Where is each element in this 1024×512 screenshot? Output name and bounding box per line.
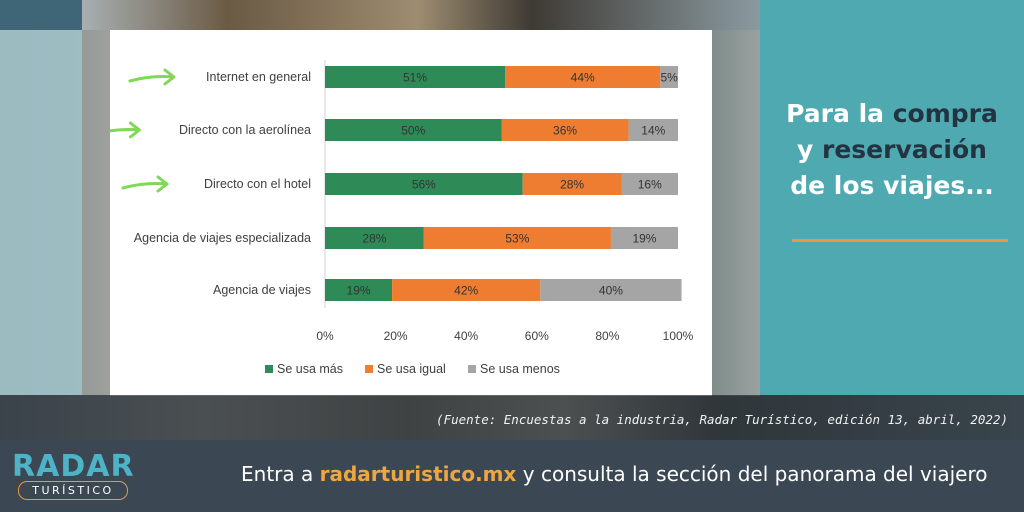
x-tick-label: 80% bbox=[595, 329, 619, 343]
category-label-directo-con-la-aerolinea: Directo con la aerolínea bbox=[179, 123, 311, 137]
headline-line1-a: Para la bbox=[786, 99, 893, 128]
bar-se-usa-mas-directo-con-la-aerolinea bbox=[325, 119, 502, 141]
cta-site-link[interactable]: radarturistico.mx bbox=[319, 462, 517, 486]
legend-swatch-se-usa-menos bbox=[468, 365, 476, 373]
data-label-se-usa-menos-agencia-de-viajes: 40% bbox=[599, 284, 623, 298]
data-label-se-usa-menos-directo-con-el-hotel: 16% bbox=[638, 178, 662, 192]
headline-line2-a: y bbox=[797, 135, 822, 164]
footer-bar bbox=[0, 440, 1024, 512]
highlight-arrow-icon bbox=[93, 121, 141, 139]
bar-se-usa-igual-internet-en-general bbox=[505, 66, 661, 88]
data-label-se-usa-menos-internet-en-general: 5% bbox=[661, 71, 679, 85]
category-label-agencia-de-viajes: Agencia de viajes bbox=[213, 283, 311, 297]
legend-swatch-se-usa-mas bbox=[265, 365, 273, 373]
bar-se-usa-igual-directo-con-la-aerolinea bbox=[501, 119, 629, 141]
background-top-strip bbox=[0, 0, 760, 30]
bar-se-usa-mas-agencia-de-viajes bbox=[325, 279, 393, 301]
highlight-arrow-icon bbox=[121, 175, 169, 193]
category-label-internet-en-general: Internet en general bbox=[206, 70, 311, 84]
category-label-directo-con-el-hotel: Directo con el hotel bbox=[204, 177, 311, 191]
bar-se-usa-menos-internet-en-general bbox=[660, 66, 678, 88]
bar-se-usa-igual-agencia-de-viajes-especializada bbox=[423, 227, 611, 249]
data-label-se-usa-igual-internet-en-general: 44% bbox=[571, 71, 595, 85]
stacked-bar-chart: Internet en general 51% 44% 5% Directo con l… bbox=[93, 60, 694, 376]
x-tick-label: 20% bbox=[384, 329, 408, 343]
left-band bbox=[0, 30, 82, 395]
bar-se-usa-menos-directo-con-la-aerolinea bbox=[628, 119, 678, 141]
legend-swatch-se-usa-igual bbox=[365, 365, 373, 373]
headline-divider bbox=[792, 239, 1008, 242]
x-tick-label: 60% bbox=[525, 329, 549, 343]
headline-line1-b: compra bbox=[892, 99, 998, 128]
source-note: (Fuente: Encuestas a la industria, Radar… bbox=[436, 412, 1008, 427]
cta-prefix: Entra a bbox=[241, 462, 320, 486]
footer-call-to-action: Entra a radarturistico.mx y consulta la … bbox=[241, 462, 988, 486]
bar-se-usa-igual-agencia-de-viajes bbox=[392, 279, 541, 301]
legend-label-se-usa-igual: Se usa igual bbox=[377, 362, 446, 376]
chart-panel: Internet en general 51% 44% 5% Directo con l… bbox=[93, 30, 712, 396]
data-label-se-usa-menos-agencia-de-viajes-especializada: 19% bbox=[632, 232, 656, 246]
data-label-se-usa-mas-directo-con-la-aerolinea: 50% bbox=[401, 124, 425, 138]
legend-label-se-usa-menos: Se usa menos bbox=[480, 362, 560, 376]
x-tick-label: 40% bbox=[454, 329, 478, 343]
logo-turistico[interactable]: TURÍSTICO bbox=[18, 481, 128, 500]
headline: Para la compra y reservación de los viaj… bbox=[760, 96, 1024, 204]
left-band-top bbox=[0, 0, 82, 30]
panel-shadow bbox=[712, 30, 760, 396]
bar-se-usa-menos-agencia-de-viajes bbox=[540, 279, 682, 301]
data-label-se-usa-mas-agencia-de-viajes: 19% bbox=[347, 284, 371, 298]
data-label-se-usa-igual-directo-con-el-hotel: 28% bbox=[560, 178, 584, 192]
legend-label-se-usa-mas: Se usa más bbox=[277, 362, 343, 376]
data-label-se-usa-igual-agencia-de-viajes-especializada: 53% bbox=[505, 232, 529, 246]
source-strip bbox=[0, 395, 1024, 440]
data-label-se-usa-menos-directo-con-la-aerolinea: 14% bbox=[641, 124, 665, 138]
bar-se-usa-mas-internet-en-general bbox=[325, 66, 506, 88]
headline-line3: de los viajes... bbox=[790, 171, 994, 200]
x-tick-label: 100% bbox=[663, 329, 694, 343]
headline-panel bbox=[760, 0, 1024, 395]
bar-se-usa-mas-directo-con-el-hotel bbox=[325, 173, 523, 195]
cta-suffix: y consulta la sección del panorama del v… bbox=[516, 462, 988, 486]
data-label-se-usa-igual-agencia-de-viajes: 42% bbox=[454, 284, 478, 298]
bar-se-usa-menos-directo-con-el-hotel bbox=[621, 173, 678, 195]
bar-se-usa-mas-agencia-de-viajes-especializada bbox=[325, 227, 424, 249]
data-label-se-usa-mas-internet-en-general: 51% bbox=[403, 71, 427, 85]
logo-radar[interactable]: RADAR bbox=[12, 449, 135, 484]
highlight-arrow-icon bbox=[128, 68, 176, 86]
category-label-agencia-de-viajes-especializada: Agencia de viajes especializada bbox=[134, 231, 311, 245]
headline-line2-b: reservación bbox=[822, 135, 987, 164]
data-label-se-usa-igual-directo-con-la-aerolinea: 36% bbox=[553, 124, 577, 138]
x-tick-label: 0% bbox=[316, 329, 334, 343]
data-label-se-usa-mas-agencia-de-viajes-especializada: 28% bbox=[362, 232, 386, 246]
bar-se-usa-menos-agencia-de-viajes-especializada bbox=[610, 227, 678, 249]
bar-se-usa-igual-directo-con-el-hotel bbox=[522, 173, 622, 195]
data-label-se-usa-mas-directo-con-el-hotel: 56% bbox=[412, 178, 436, 192]
